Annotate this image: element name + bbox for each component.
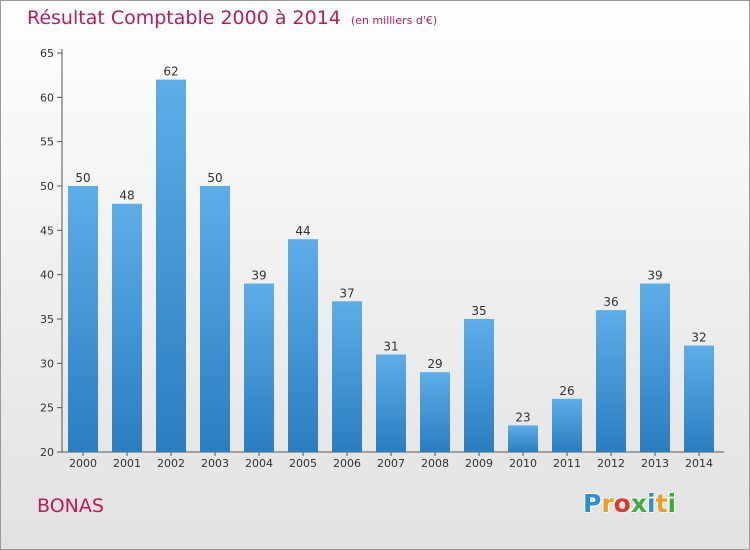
subtitle-text: (en milliers d'€)	[350, 14, 438, 27]
data-label: 39	[647, 269, 662, 283]
bar	[112, 203, 142, 452]
data-label: 35	[471, 304, 486, 318]
bar	[552, 398, 582, 452]
x-tick-label: 2002	[157, 457, 185, 470]
bar	[640, 283, 670, 452]
logo-letter: o	[613, 489, 631, 518]
bar	[68, 186, 98, 452]
data-label: 23	[515, 410, 530, 424]
data-label: 31	[383, 339, 398, 353]
x-tick-label: 2007	[377, 457, 405, 470]
x-tick-label: 2006	[333, 457, 361, 470]
x-tick-label: 2013	[641, 457, 669, 470]
data-label: 48	[119, 189, 134, 203]
bar	[420, 372, 450, 452]
bars	[68, 79, 714, 452]
data-label: 50	[75, 171, 90, 185]
x-tick-label: 2001	[113, 457, 141, 470]
bar	[376, 354, 406, 452]
bar	[596, 310, 626, 452]
y-tick-label: 45	[40, 224, 54, 237]
y-tick-label: 35	[40, 313, 54, 326]
data-label: 44	[295, 224, 310, 238]
x-tick-label: 2008	[421, 457, 449, 470]
logo-letter: r	[601, 489, 614, 518]
x-tick-label: 2014	[685, 457, 713, 470]
proxiti-logo: Proxiti	[583, 489, 676, 518]
data-label: 39	[251, 269, 266, 283]
y-tick-label: 30	[40, 357, 54, 370]
y-tick-label: 25	[40, 402, 54, 415]
bar	[508, 425, 538, 452]
data-label: 62	[163, 65, 178, 79]
y-tick-label: 20	[40, 446, 54, 459]
y-tick-label: 60	[40, 91, 54, 104]
chart-title: Résultat Comptable 2000 à 2014 (en millie…	[27, 7, 437, 29]
logo-letter: i	[667, 489, 677, 518]
bar	[156, 79, 186, 452]
x-tick-label: 2009	[465, 457, 493, 470]
x-tick-label: 2011	[553, 457, 581, 470]
bar	[200, 186, 230, 452]
y-tick-label: 55	[40, 136, 54, 149]
y-tick-label: 65	[40, 47, 54, 60]
x-tick-label: 2010	[509, 457, 537, 470]
data-label: 26	[559, 384, 574, 398]
bar	[332, 301, 362, 452]
title-text: Résultat Comptable 2000 à 2014	[27, 7, 341, 29]
x-tick-label: 2012	[597, 457, 625, 470]
bar	[464, 319, 494, 452]
bar	[288, 239, 318, 452]
data-label: 36	[603, 295, 618, 309]
data-label: 50	[207, 171, 222, 185]
logo-letter: x	[630, 489, 647, 518]
data-label: 37	[339, 286, 354, 300]
x-tick-label: 2005	[289, 457, 317, 470]
labels: 2000 50 2001 48 2002 62 2003 50 2004 39 2005 44 2006…	[69, 65, 713, 470]
x-tick-label: 2004	[245, 457, 273, 470]
data-label: 29	[427, 357, 442, 371]
data-label: 32	[691, 331, 706, 345]
logo-letter: i	[647, 489, 656, 518]
commune-name: BONAS	[37, 495, 104, 517]
x-tick-label: 2003	[201, 457, 229, 470]
y-tick-label: 40	[40, 269, 54, 282]
x-tick-label: 2000	[69, 457, 97, 470]
y-tick-label: 50	[40, 180, 54, 193]
logo-letter: P	[583, 489, 602, 518]
bar	[244, 283, 274, 452]
bar	[684, 345, 714, 452]
logo-letter: t	[655, 489, 668, 518]
